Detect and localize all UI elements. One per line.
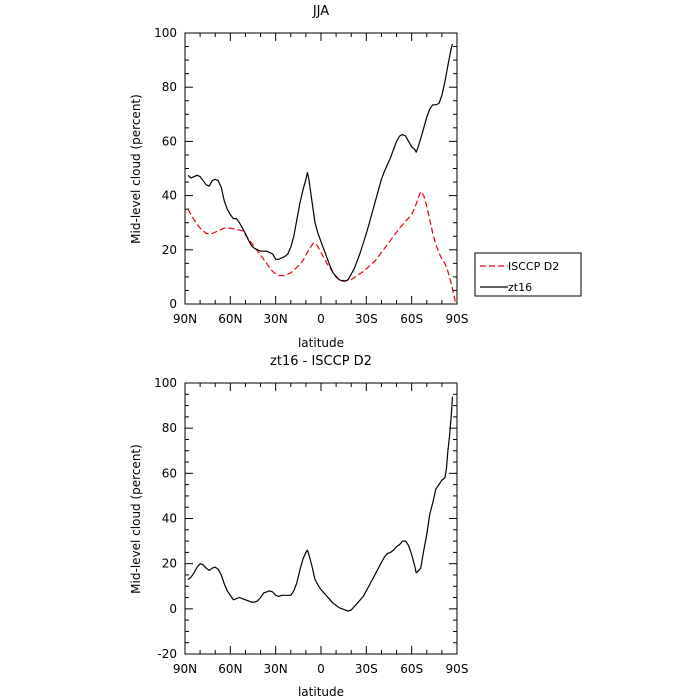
panel-top-title: JJA [312,4,329,19]
x-tick-label: 60N [218,662,242,676]
panel-bottom-ylabel: Mid-level cloud (percent) [129,444,143,594]
y-tick-label: 100 [154,376,177,390]
x-tick-label: 90S [446,312,469,326]
panel-top-ylabel: Mid-level cloud (percent) [129,94,143,244]
x-tick-label: 90N [173,312,197,326]
x-tick-label: 60N [218,312,242,326]
legend-box [474,252,582,297]
y-tick-label: 40 [162,512,177,526]
panel-top: JJA latitude Mid-level cloud (percent) 0… [129,4,468,350]
x-tick-label: 60S [400,312,423,326]
y-tick-label: 20 [162,243,177,257]
panel-bottom-ticks: -20 0 20 40 60 80 100 90N 60N 30N 0 30S 60S 90S [154,376,468,676]
legend-label-zt16: zt16 [508,281,532,294]
legend-label-isccp: ISCCP D2 [508,260,559,273]
panel-top-frame [184,32,458,305]
panel-bottom-series [187,396,454,612]
y-tick-label: 80 [162,421,177,435]
series-line-isccp-d2 [187,190,457,303]
y-tick-label: 60 [162,466,177,480]
y-tick-label: -20 [157,647,177,661]
x-tick-label: 90N [173,662,197,676]
series-line-0 [187,396,454,612]
x-tick-label: 0 [317,312,325,326]
y-tick-label: 0 [169,602,177,616]
x-tick-label: 30S [355,662,378,676]
x-tick-label: 30S [355,312,378,326]
panel-bottom-xlabel: latitude [298,685,344,699]
panel-bottom-title: zt16 - ISCCP D2 [270,354,372,369]
y-tick-label: 60 [162,134,177,148]
y-tick-label: 80 [162,80,177,94]
x-tick-label: 30N [264,662,288,676]
y-tick-label: 40 [162,189,177,203]
series-line-zt16 [187,43,454,282]
y-tick-label: 0 [169,297,177,311]
x-tick-label: 90S [446,662,469,676]
x-tick-label: 60S [400,662,423,676]
x-tick-label: 30N [264,312,288,326]
panel-bottom-frame [184,382,458,655]
panel-top-ticks: 0 20 40 60 80 100 90N 60N 30N 0 30S 60S 90S [154,26,468,326]
panel-bottom: zt16 - ISCCP D2 latitude Mid-level cloud… [129,354,468,699]
y-tick-label: 20 [162,557,177,571]
y-tick-label: 100 [154,26,177,40]
x-tick-label: 0 [317,662,325,676]
legend: ISCCP D2 zt16 [474,252,582,297]
panel-top-xlabel: latitude [298,336,344,350]
panel-top-series [187,43,457,303]
